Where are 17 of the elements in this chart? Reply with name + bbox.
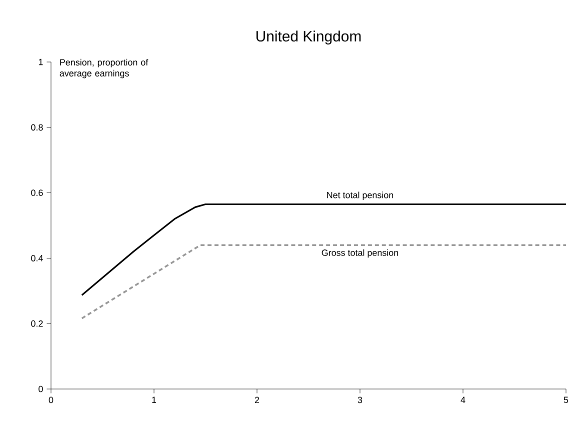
y-tick-label: 0.2 [31,320,43,327]
y-axis-title: Pension, proportion of average earnings [60,58,148,78]
chart-title: United Kingdom [256,30,361,44]
x-tick-label: 2 [254,396,260,404]
y-tick-label: 0.8 [31,124,43,131]
x-tick-label: 3 [358,396,362,404]
line-series [81,203,567,296]
y-tick-label: 0.4 [31,255,43,262]
series-label: Net total pension [327,192,394,200]
series-label: Gross total pension [322,249,398,258]
y-tick-label: 1 [38,58,43,66]
x-tick-label: 5 [564,396,568,404]
x-tick-label: 0 [48,396,54,404]
y-tick-label: 0 [38,386,43,392]
x-tick-label: 4 [460,396,466,403]
x-tick-label: 1 [152,396,156,403]
y-tick-label: 0.6 [31,190,43,196]
